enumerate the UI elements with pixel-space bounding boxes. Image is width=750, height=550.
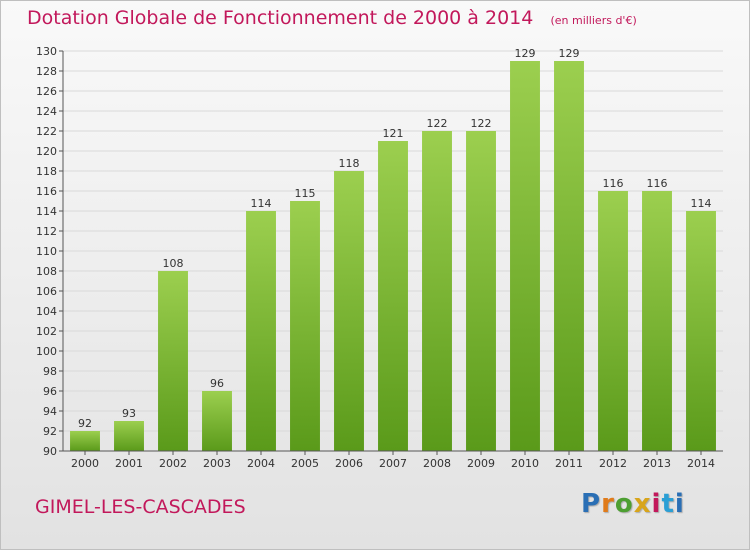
y-tick-label: 122 bbox=[36, 125, 57, 138]
x-tick-label: 2001 bbox=[115, 457, 143, 470]
y-tick-label: 110 bbox=[36, 245, 57, 258]
proxiti-logo[interactable]: Proxiti bbox=[581, 489, 685, 519]
data-label-2004: 114 bbox=[251, 197, 272, 210]
x-tick-label: 2012 bbox=[599, 457, 627, 470]
chart-title: Dotation Globale de Fonctionnement de 20… bbox=[27, 7, 534, 29]
bars: 92 93 108 96 114 115 118 121 122 122 129 129 116 116 1… bbox=[70, 47, 716, 451]
y-tick-label: 106 bbox=[36, 285, 57, 298]
bar-2004[interactable] bbox=[246, 211, 276, 451]
x-tick-label: 2008 bbox=[423, 457, 451, 470]
bar-2003[interactable] bbox=[202, 391, 232, 451]
x-tick-label: 2010 bbox=[511, 457, 539, 470]
y-tick-label: 116 bbox=[36, 185, 57, 198]
chart-subtitle: (en milliers d'€) bbox=[550, 14, 637, 27]
y-tick-label: 102 bbox=[36, 325, 57, 338]
data-label-2005: 115 bbox=[295, 187, 316, 200]
x-tick-label: 2011 bbox=[555, 457, 583, 470]
data-label-2002: 108 bbox=[163, 257, 184, 270]
bar-2009[interactable] bbox=[466, 131, 496, 451]
x-tick-label: 2006 bbox=[335, 457, 363, 470]
y-tick-label: 104 bbox=[36, 305, 57, 318]
x-tick-label: 2007 bbox=[379, 457, 407, 470]
bar-2011[interactable] bbox=[554, 61, 584, 451]
bar-2000[interactable] bbox=[70, 431, 100, 451]
y-tick-label: 126 bbox=[36, 85, 57, 98]
y-tick-label: 94 bbox=[43, 405, 57, 418]
y-tick-label: 128 bbox=[36, 65, 57, 78]
bar-2012[interactable] bbox=[598, 191, 628, 451]
title-row: Dotation Globale de Fonctionnement de 20… bbox=[27, 7, 637, 29]
data-label-2001: 93 bbox=[122, 407, 136, 420]
y-tick-label: 118 bbox=[36, 165, 57, 178]
data-label-2014: 114 bbox=[691, 197, 712, 210]
x-tick-label: 2002 bbox=[159, 457, 187, 470]
x-axis: 2000 2001 2002 2003 2004 2005 2006 2007 2008 2009… bbox=[63, 450, 723, 470]
data-label-2003: 96 bbox=[210, 377, 224, 390]
x-tick-label: 2005 bbox=[291, 457, 319, 470]
data-label-2013: 116 bbox=[647, 177, 668, 190]
y-tick-label: 96 bbox=[43, 385, 57, 398]
data-label-2008: 122 bbox=[427, 117, 448, 130]
bar-2014[interactable] bbox=[686, 211, 716, 451]
bar-2002[interactable] bbox=[158, 271, 188, 451]
bar-2005[interactable] bbox=[290, 201, 320, 451]
y-tick-label: 114 bbox=[36, 205, 57, 218]
y-tick-label: 100 bbox=[36, 345, 57, 358]
bar-2010[interactable] bbox=[510, 61, 540, 451]
x-tick-label: 2009 bbox=[467, 457, 495, 470]
x-tick-label: 2004 bbox=[247, 457, 275, 470]
x-tick-label: 2003 bbox=[203, 457, 231, 470]
x-tick-label: 2014 bbox=[687, 457, 715, 470]
y-tick-label: 92 bbox=[43, 425, 57, 438]
x-tick-label: 2000 bbox=[71, 457, 99, 470]
y-tick-label: 90 bbox=[43, 445, 57, 458]
place-name: GIMEL-LES-CASCADES bbox=[35, 496, 246, 518]
data-label-2007: 121 bbox=[383, 127, 404, 140]
bar-2007[interactable] bbox=[378, 141, 408, 451]
x-tick-label: 2013 bbox=[643, 457, 671, 470]
bar-2006[interactable] bbox=[334, 171, 364, 451]
y-tick-label: 124 bbox=[36, 105, 57, 118]
data-label-2011: 129 bbox=[559, 47, 580, 60]
data-label-2012: 116 bbox=[603, 177, 624, 190]
data-label-2010: 129 bbox=[515, 47, 536, 60]
bar-2001[interactable] bbox=[114, 421, 144, 451]
y-tick-label: 120 bbox=[36, 145, 57, 158]
y-tick-label: 112 bbox=[36, 225, 57, 238]
y-tick-label: 108 bbox=[36, 265, 57, 278]
y-tick-label: 130 bbox=[36, 45, 57, 58]
data-label-2009: 122 bbox=[471, 117, 492, 130]
data-label-2000: 92 bbox=[78, 417, 92, 430]
bar-2013[interactable] bbox=[642, 191, 672, 451]
y-axis: 90 92 94 96 98 100 102 104 106 108 110 112 114 116 118… bbox=[36, 45, 64, 458]
bar-2008[interactable] bbox=[422, 131, 452, 451]
data-label-2006: 118 bbox=[339, 157, 360, 170]
y-tick-label: 98 bbox=[43, 365, 57, 378]
